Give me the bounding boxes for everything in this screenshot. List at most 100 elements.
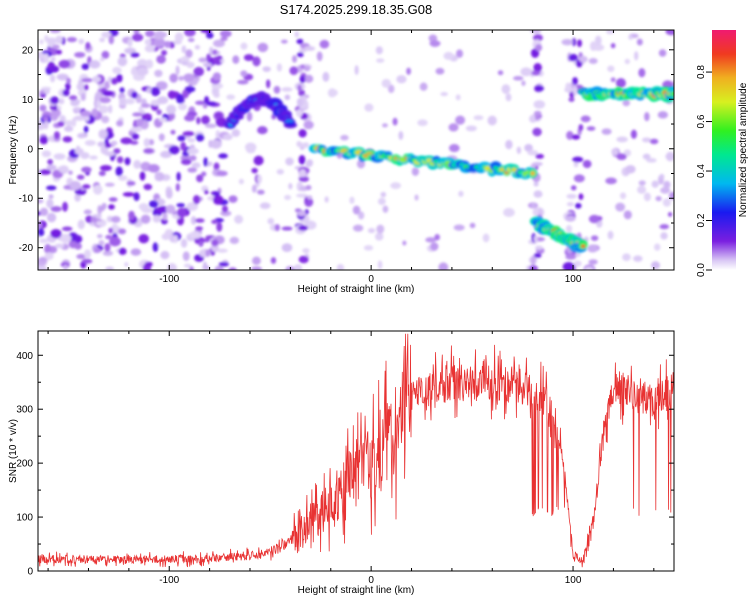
- noise-blob: [425, 237, 437, 243]
- signal-core: [671, 91, 674, 97]
- noise-blob: [162, 212, 168, 221]
- noise-blob: [143, 183, 153, 191]
- noise-blob: [63, 264, 68, 270]
- noise-blob: [642, 137, 652, 143]
- noise-blob: [214, 112, 223, 118]
- noise-blob: [58, 59, 71, 69]
- noise-blob: [99, 165, 112, 172]
- noise-blob: [637, 185, 647, 194]
- noise-blob: [63, 125, 74, 132]
- noise-blob: [83, 249, 92, 259]
- noise-blob: [533, 253, 542, 258]
- noise-blob: [108, 227, 114, 234]
- noise-blob: [38, 198, 44, 204]
- noise-blob: [76, 253, 87, 260]
- noise-blob: [78, 38, 85, 45]
- noise-blob: [158, 133, 165, 142]
- noise-blob: [521, 80, 526, 86]
- noise-blob: [182, 251, 190, 261]
- noise-blob: [503, 207, 515, 218]
- noise-blob: [568, 53, 578, 62]
- noise-blob: [144, 44, 156, 53]
- noise-blob: [532, 161, 543, 167]
- noise-blob: [296, 52, 304, 58]
- noise-blob: [440, 91, 449, 97]
- noise-blob: [117, 56, 128, 67]
- noise-blob: [406, 67, 411, 75]
- noise-blob: [322, 71, 330, 82]
- noise-blob: [623, 210, 632, 220]
- noise-blob: [148, 139, 155, 146]
- noise-blob: [587, 244, 598, 253]
- noise-blob: [660, 232, 668, 240]
- noise-blob: [448, 123, 459, 132]
- noise-blob: [130, 68, 136, 76]
- noise-blob: [184, 30, 196, 37]
- noise-blob: [104, 182, 115, 187]
- noise-blob: [512, 76, 524, 81]
- noise-blob: [302, 248, 310, 254]
- noise-blob: [101, 115, 110, 124]
- noise-blob: [605, 177, 617, 185]
- noise-blob: [257, 42, 269, 53]
- noise-blob: [203, 237, 210, 243]
- noise-blob: [54, 243, 65, 249]
- noise-blob: [633, 255, 643, 262]
- y-tick-label: 400: [16, 351, 33, 362]
- noise-blob: [186, 61, 195, 69]
- noise-blob: [336, 263, 345, 270]
- noise-blob: [111, 223, 118, 228]
- noise-blob: [211, 82, 224, 89]
- noise-blob: [116, 73, 123, 83]
- noise-blob: [124, 98, 135, 105]
- noise-blob: [104, 81, 110, 90]
- noise-blob: [615, 78, 626, 88]
- noise-blob: [143, 138, 150, 147]
- noise-blob: [298, 143, 310, 149]
- noise-blob: [70, 100, 80, 107]
- noise-blob: [501, 84, 511, 94]
- signal-core: [493, 166, 499, 170]
- noise-blob: [173, 234, 178, 244]
- noise-blob: [77, 219, 85, 230]
- noise-blob: [402, 240, 407, 246]
- noise-blob: [352, 224, 364, 232]
- noise-blob: [50, 206, 62, 212]
- noise-blob: [76, 83, 86, 91]
- noise-blob: [435, 67, 445, 75]
- noise-blob: [294, 31, 300, 38]
- noise-blob: [195, 100, 206, 105]
- noise-blob: [535, 114, 540, 121]
- spectrogram-x-axis-label: Height of straight line (km): [298, 284, 415, 295]
- noise-blob: [113, 148, 121, 154]
- noise-blob: [296, 193, 308, 198]
- noise-blob: [430, 242, 439, 251]
- noise-blob: [455, 94, 461, 101]
- noise-blob: [213, 92, 220, 98]
- snr-x-axis-label: Height of straight line (km): [298, 585, 415, 596]
- y-tick-label: 300: [16, 405, 33, 416]
- noise-blob: [588, 214, 600, 224]
- noise-blob: [533, 182, 539, 187]
- noise-blob: [304, 46, 316, 51]
- noise-blob: [212, 72, 222, 81]
- noise-blob: [377, 260, 383, 270]
- noise-blob: [527, 149, 539, 156]
- noise-blob: [85, 42, 91, 50]
- noise-blob: [156, 109, 162, 115]
- noise-blob: [298, 176, 310, 182]
- noise-blob: [376, 58, 385, 63]
- noise-blob: [156, 55, 166, 64]
- noise-blob: [193, 194, 201, 205]
- noise-blob: [111, 216, 121, 223]
- noise-blob: [187, 37, 195, 43]
- noise-blob: [90, 216, 97, 223]
- noise-blob: [367, 227, 376, 234]
- noise-blob: [170, 129, 176, 135]
- noise-blob: [98, 205, 105, 212]
- noise-blob: [186, 202, 199, 211]
- noise-blob: [291, 55, 298, 63]
- noise-blob: [357, 211, 365, 220]
- noise-blob: [176, 94, 185, 104]
